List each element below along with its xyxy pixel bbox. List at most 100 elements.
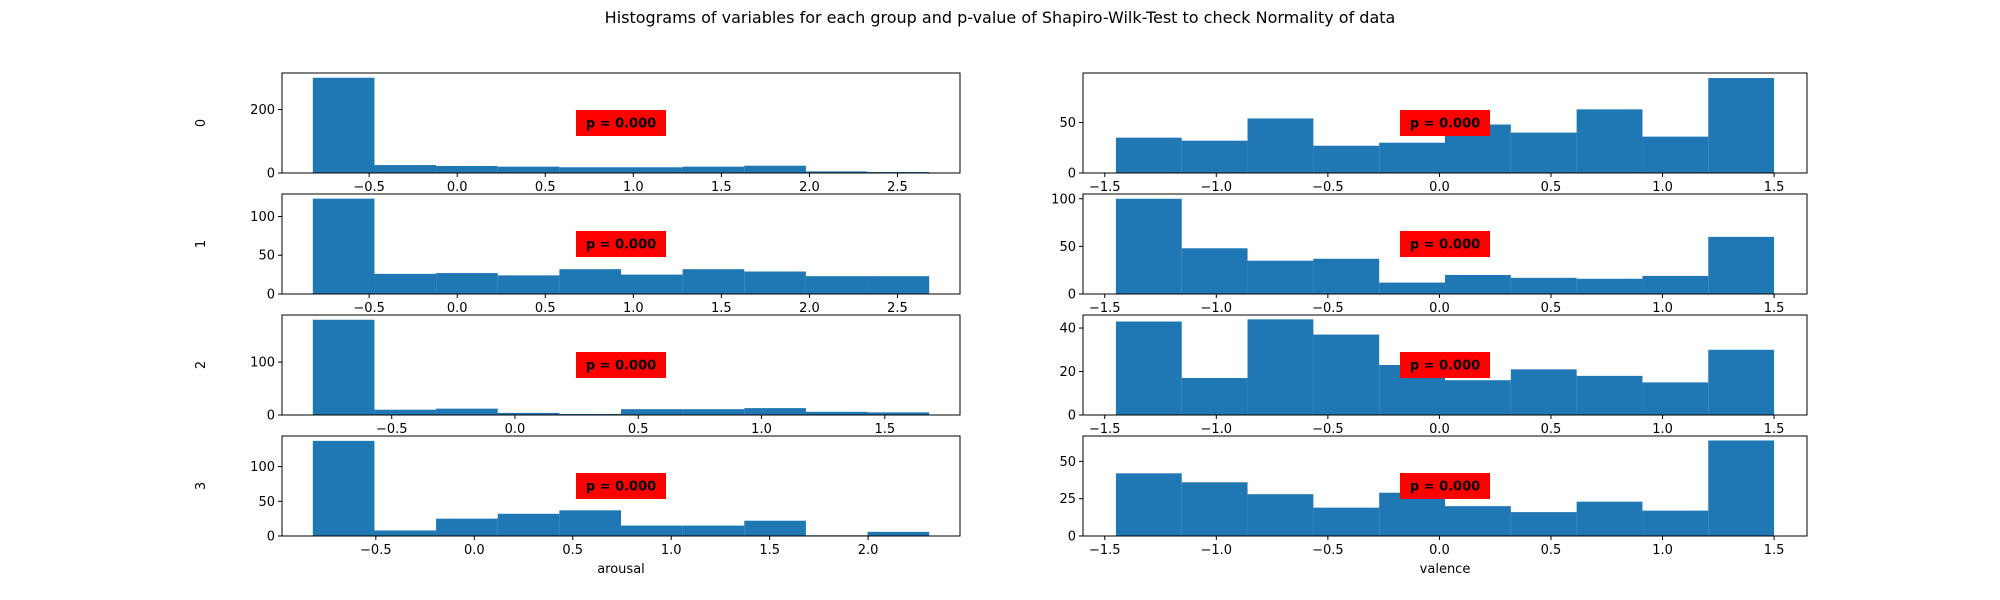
x-tick-label: 0.5 [535, 301, 556, 316]
histogram-bar [1642, 510, 1709, 536]
x-tick-label: 1.0 [1652, 543, 1673, 558]
histogram-bar [312, 440, 375, 536]
histogram-bar [1576, 375, 1643, 415]
histogram-bar [867, 412, 930, 415]
histogram-bar [744, 520, 806, 536]
histogram-bar [1642, 275, 1709, 294]
x-tick-label: −0.5 [1312, 180, 1344, 195]
x-tick-label: −1.5 [1089, 422, 1121, 437]
x-tick-label: 1.0 [661, 543, 682, 558]
x-tick-label: 0.5 [628, 422, 649, 437]
x-tick-label: 0.5 [1541, 422, 1562, 437]
histogram-bar [1708, 349, 1775, 415]
y-tick-label: 0 [267, 288, 275, 303]
p-value-text: p = 0.000 [586, 238, 656, 253]
p-value-text: p = 0.000 [586, 117, 656, 132]
histogram-bar [1181, 482, 1248, 536]
histogram-bar [744, 165, 806, 173]
histogram-bar [744, 408, 806, 415]
histogram-bar [1115, 137, 1182, 173]
histogram-bar [1708, 236, 1775, 294]
x-tick-label: 1.5 [711, 301, 732, 316]
histogram-bar [1181, 140, 1248, 173]
histogram-bar [1510, 512, 1577, 536]
histogram-bar [312, 198, 375, 294]
y-tick-label: 50 [258, 249, 275, 264]
histogram-bar [1247, 260, 1314, 294]
axes-frame [1082, 314, 1808, 416]
p-value-text: p = 0.000 [1410, 238, 1480, 253]
y-tick-label: 0 [1068, 530, 1076, 545]
axes-frame [1082, 193, 1808, 295]
histogram-bar [867, 276, 930, 294]
x-tick-label: 0.0 [464, 543, 485, 558]
y-tick-label: 50 [258, 495, 275, 510]
histogram-bar [805, 276, 868, 294]
y-tick-label: 0 [1068, 409, 1076, 424]
x-tick-label: 0.5 [1541, 301, 1562, 316]
histogram-bar [1708, 440, 1775, 536]
x-tick-label: 0.0 [1429, 180, 1450, 195]
x-tick-label: 2.5 [887, 301, 908, 316]
x-tick-label: −1.0 [1201, 543, 1233, 558]
histogram-bar [682, 166, 745, 173]
p-value-badge [576, 352, 666, 378]
histogram-panel-g0-valence: −1.5 −1.0 −0.5 0.0 0.5 1.0 1.5 0 50 p = 0.000 [1059, 72, 1808, 195]
y-axis-label: 3 [194, 482, 209, 490]
histogram-bar [1510, 369, 1577, 415]
histogram-bar [374, 530, 437, 536]
histogram-bar [1576, 278, 1643, 294]
histogram-panel-g3-arousal: −0.5 0.0 0.5 1.0 1.5 2.0 0 50 100 3 arousal p = 0.0… [194, 435, 961, 577]
x-tick-label: −0.5 [1312, 543, 1344, 558]
p-value-badge [576, 231, 666, 257]
x-tick-label: 0.0 [505, 422, 526, 437]
histogram-bar [497, 275, 560, 294]
y-tick-label: 100 [250, 460, 275, 475]
y-tick-label: 40 [1059, 322, 1076, 337]
x-tick-label: −0.5 [353, 301, 385, 316]
x-tick-label: −0.5 [360, 543, 392, 558]
y-tick-label: 200 [250, 103, 275, 118]
histogram-bar [744, 271, 806, 294]
x-tick-label: 0.0 [1429, 301, 1450, 316]
x-tick-label: 1.5 [874, 422, 895, 437]
x-tick-label: −0.5 [1312, 301, 1344, 316]
histogram-bar [1445, 506, 1511, 536]
histogram-bar [1247, 319, 1314, 415]
histogram-bar [1313, 507, 1380, 536]
x-tick-label: 0.5 [535, 180, 556, 195]
x-tick-label: −1.5 [1089, 301, 1121, 316]
axes-frame [1082, 72, 1808, 174]
axes-frame [281, 314, 961, 416]
histogram-bar [436, 518, 498, 536]
axes-frame [281, 193, 961, 295]
x-tick-label: 0.0 [1429, 543, 1450, 558]
histogram-bar [867, 531, 930, 536]
histogram-bar [374, 165, 437, 173]
histogram-bar [497, 513, 560, 536]
histogram-bar [497, 166, 560, 173]
p-value-badge [1400, 231, 1490, 257]
y-tick-label: 100 [1051, 192, 1076, 207]
axes-frame [1082, 435, 1808, 537]
histogram-bar [1510, 277, 1577, 294]
histogram-bar [559, 167, 621, 173]
histogram-bar [1445, 380, 1511, 415]
y-tick-label: 0 [267, 167, 275, 182]
histogram-bar [1313, 334, 1380, 415]
x-tick-label: 2.5 [887, 180, 908, 195]
x-tick-label: 1.0 [1652, 180, 1673, 195]
histogram-bar [312, 77, 375, 173]
x-tick-label: −0.5 [353, 180, 385, 195]
histogram-bar [1642, 382, 1709, 415]
histogram-bar [374, 409, 437, 415]
y-axis-label: 0 [194, 119, 209, 127]
figure-title: Histograms of variables for each group a… [605, 8, 1396, 27]
histogram-bar [1115, 473, 1182, 536]
histogram-bar [1181, 378, 1248, 415]
histogram-bar [1181, 248, 1248, 294]
x-tick-label: 1.5 [1764, 180, 1785, 195]
histogram-bar [805, 171, 868, 173]
x-tick-label: 0.0 [447, 301, 468, 316]
